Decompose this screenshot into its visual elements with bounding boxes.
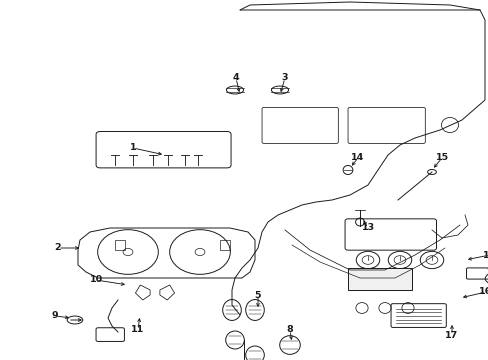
Bar xyxy=(115,240,125,250)
Text: 15: 15 xyxy=(434,153,447,162)
Text: 3: 3 xyxy=(281,73,287,82)
Text: 5: 5 xyxy=(254,291,261,300)
Text: 13: 13 xyxy=(361,224,374,233)
Text: 14: 14 xyxy=(351,153,364,162)
Text: 17: 17 xyxy=(445,330,458,339)
Text: 1: 1 xyxy=(129,144,136,153)
Text: 10: 10 xyxy=(89,275,102,284)
Text: 8: 8 xyxy=(286,325,293,334)
Text: 2: 2 xyxy=(55,243,61,252)
Text: 16: 16 xyxy=(478,288,488,297)
Text: 9: 9 xyxy=(52,311,58,320)
Text: 11: 11 xyxy=(131,325,144,334)
Text: 12: 12 xyxy=(482,251,488,260)
Bar xyxy=(347,269,411,290)
Text: 4: 4 xyxy=(232,73,239,82)
Bar xyxy=(220,240,229,250)
